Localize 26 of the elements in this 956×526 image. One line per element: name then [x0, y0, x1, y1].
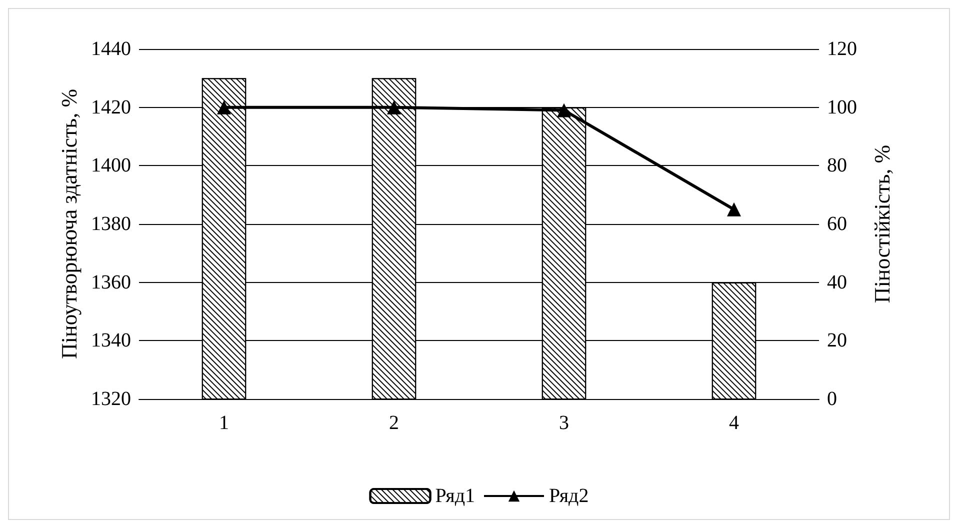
x-tick-label: 1: [219, 412, 229, 434]
x-tick-label: 4: [729, 412, 739, 434]
point: [217, 100, 231, 114]
legend-label: Ряд1: [435, 485, 476, 507]
y-tick-label: 1340: [91, 330, 131, 352]
y-tick-label: 1360: [91, 271, 131, 294]
point: [727, 202, 741, 216]
y-tick-label: 1380: [91, 213, 131, 235]
y2-tick-label: 20: [827, 330, 847, 352]
point: [387, 100, 401, 114]
y-tick-label: 1400: [91, 154, 131, 177]
y2-tick-label: 120: [827, 38, 857, 60]
legend-label: Ряд2: [549, 485, 589, 507]
y2-tick-label: 40: [827, 271, 847, 294]
y2-tick-label: 100: [827, 96, 857, 118]
y2-axis-title: Піностійкість, %: [870, 144, 894, 304]
x-tick-label: 3: [559, 412, 569, 434]
y-tick-label: 1320: [91, 388, 131, 410]
x-tick-label: 2: [389, 412, 399, 434]
y2-tick-label: 0: [827, 388, 837, 410]
point: [557, 103, 571, 118]
y2-tick-label: 80: [827, 154, 847, 177]
y-axis-title: Піноутворююча здатність, %: [56, 88, 82, 360]
y-tick-label: 1440: [91, 38, 131, 60]
y2-tick-label: 60: [827, 213, 847, 235]
y-tick-label: 1420: [91, 96, 131, 118]
